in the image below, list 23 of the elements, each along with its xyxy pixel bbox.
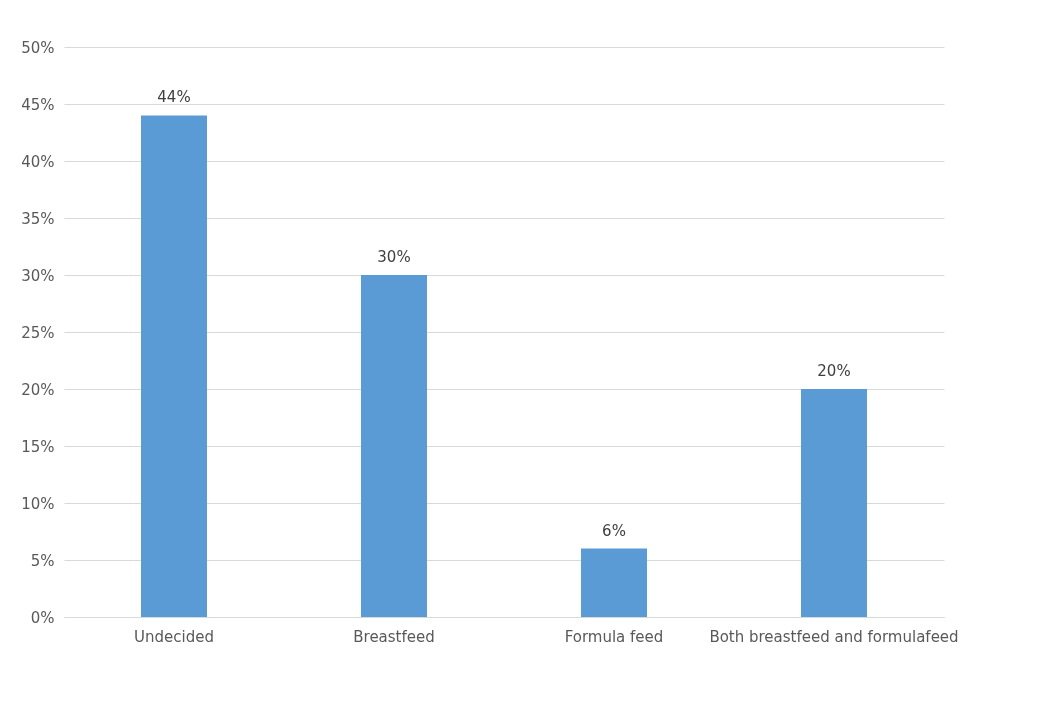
- x-tick-label: Breastfeed: [353, 627, 435, 646]
- y-tick-label: 25%: [21, 323, 55, 342]
- y-tick-label: 5%: [30, 551, 55, 570]
- y-tick-label: 10%: [21, 494, 55, 513]
- data-label: 44%: [157, 88, 191, 107]
- y-tick-label: 0%: [30, 608, 55, 627]
- bar: [361, 275, 427, 617]
- data-label: 6%: [602, 521, 626, 540]
- bar: [141, 115, 207, 617]
- x-tick-label: Formula feed: [564, 627, 664, 646]
- data-label: 20%: [817, 362, 851, 380]
- y-tick-label: 15%: [21, 437, 55, 456]
- y-tick-label: 20%: [21, 380, 55, 399]
- bar: [801, 389, 867, 617]
- y-tick-label: 35%: [21, 209, 55, 228]
- y-tick-label: 45%: [21, 95, 55, 114]
- x-tick-label: Undecided: [134, 627, 214, 646]
- bar: [581, 548, 647, 617]
- data-label: 30%: [377, 248, 411, 266]
- y-tick-label: 40%: [21, 152, 55, 171]
- y-tick-label: 50%: [21, 38, 55, 57]
- x-tick-label: Both breastfeed and formulafeed: [709, 627, 959, 646]
- y-tick-label: 30%: [21, 266, 55, 285]
